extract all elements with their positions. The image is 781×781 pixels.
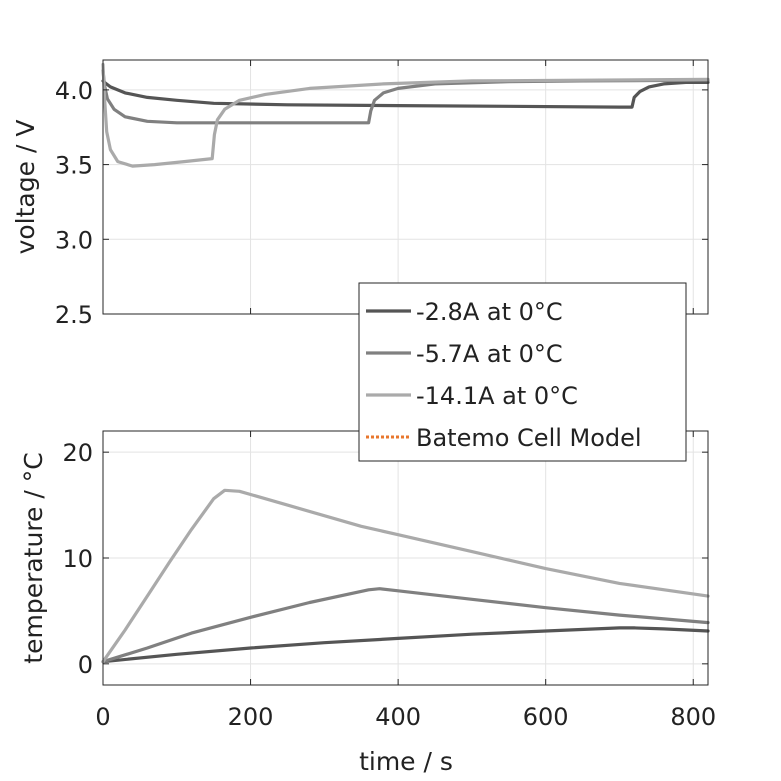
temperature-x-tick-label: 200 [228,703,274,731]
voltage-series-line-14-1a-at-0-c [101,62,710,168]
voltage-plot-area [103,60,708,314]
temperature-tick-labels: 0 200 400 600 800 0 10 20 [62,431,716,731]
temperature-x-tick-label: 600 [523,703,569,731]
temperature-x-tick-label: 400 [375,703,421,731]
time-x-axis-label: time / s [359,747,453,776]
legend-box [358,282,687,462]
legend-entry-label: Batemo Cell Model [416,424,642,452]
voltage-series-line-2-8a-at-0-c [101,79,710,109]
legend-entries: -2.8A at 0°C -5.7A at 0°C -14.1A at 0°C Bat… [366,298,642,452]
voltage-y-axis-label: voltage / V [11,120,40,255]
temperature-x-tick-label: 800 [670,703,716,731]
voltage-series-line-5-7a-at-0-c [101,68,710,125]
legend-entry-label: -2.8A at 0°C [416,298,563,326]
temperature-y-tick-label: 20 [62,439,93,467]
temperature-y-tick-label: 0 [78,651,93,679]
voltage-series-group [101,62,710,168]
legend-entry-label: -14.1A at 0°C [416,382,578,410]
temperature-series-line-14-1a-at-0-c [101,488,710,664]
temperature-y-tick-label: 10 [62,545,93,573]
temperature-series-group [101,488,710,664]
voltage-y-tick-label: 2.5 [55,301,93,329]
legend: -2.8A at 0°C -5.7A at 0°C -14.1A at 0°C Bat… [358,282,687,462]
temperature-series-line-5-7a-at-0-c [101,587,710,664]
voltage-panel: 2.5 3.0 3.5 4.0 voltage / V [11,59,710,329]
voltage-y-tick-label: 3.0 [55,226,93,254]
legend-entry-label: -5.7A at 0°C [416,340,563,368]
temperature-x-tick-label: 0 [95,703,110,731]
temperature-y-axis-label: temperature / °C [19,452,48,663]
voltage-y-tick-label: 4.0 [55,77,93,105]
temperature-series-line-2-8a-at-0-c [101,626,710,664]
voltage-y-tick-label: 3.5 [55,152,93,180]
temperature-panel: 0 200 400 600 800 0 10 20 temperature / °C time… [19,430,716,776]
